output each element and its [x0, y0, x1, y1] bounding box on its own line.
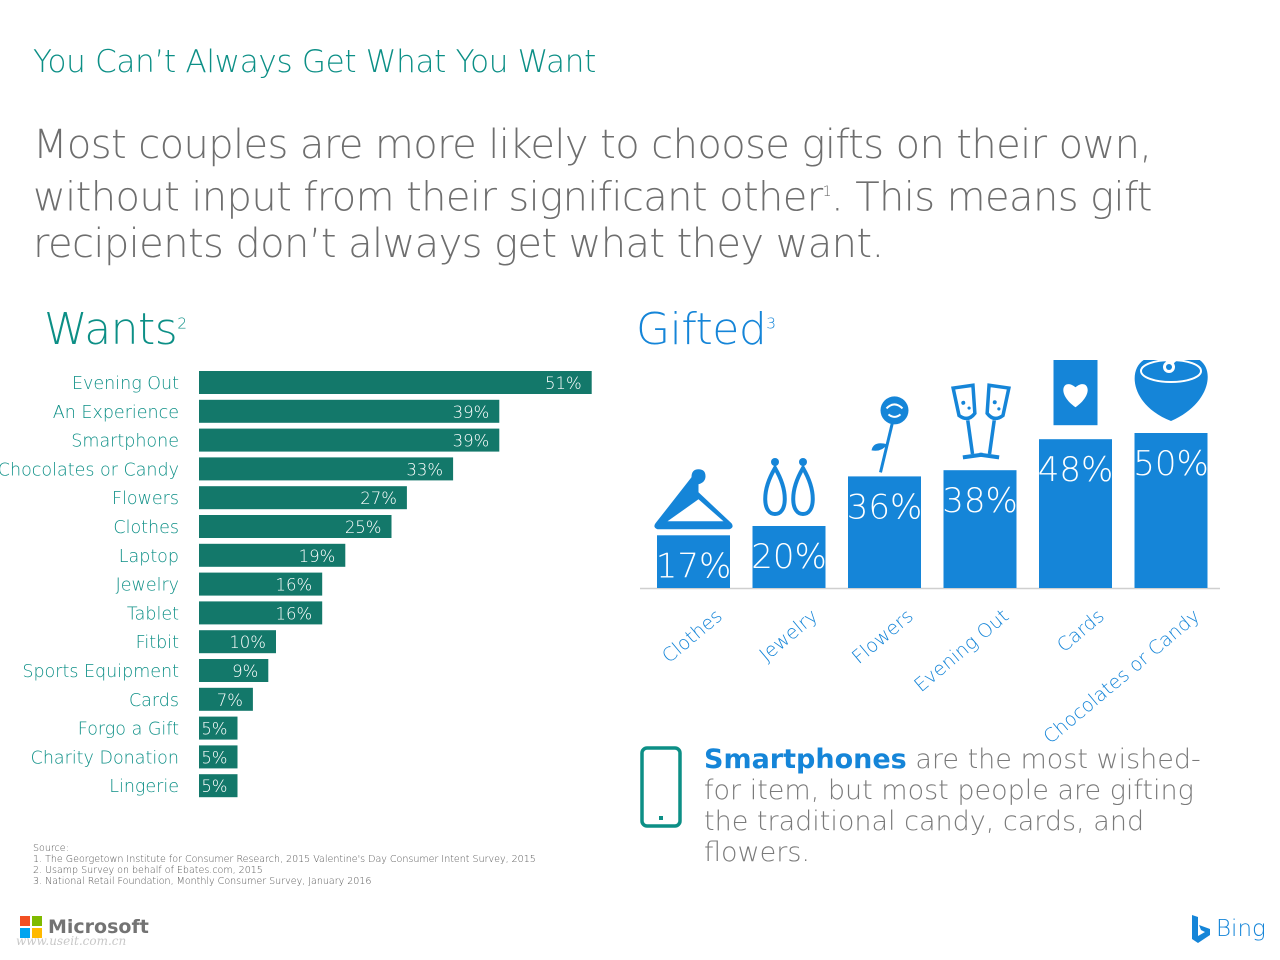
- wants-value-label: 10%: [229, 633, 266, 652]
- wants-category-label: Fitbit: [136, 633, 179, 653]
- callout-bold: Smartphones: [704, 744, 907, 775]
- heart-candy-box-icon: [1134, 360, 1208, 421]
- gifted-bar: [1039, 439, 1112, 588]
- wants-category-label: Charity Donation: [31, 748, 179, 768]
- wants-category-label: Evening Out: [72, 374, 179, 394]
- wants-value-label: 25%: [345, 518, 382, 537]
- wants-title: Wants2: [44, 304, 187, 355]
- wants-category-label: An Experience: [53, 403, 179, 423]
- gifted-title-text: Gifted: [636, 304, 767, 355]
- wants-bar: [199, 687, 253, 711]
- source-line: 2. Usamp Survey on behalf of Ebates.com,…: [33, 865, 263, 876]
- gifted-bar: [848, 476, 921, 588]
- wants-category-label: Lingerie: [109, 777, 179, 797]
- wants-bar: [199, 745, 238, 769]
- headline: Most couples are more likely to choose g…: [33, 122, 1233, 268]
- gifted-category-label: Cards: [1053, 605, 1109, 657]
- wants-bar: [199, 630, 276, 654]
- bing-logo: Bing: [1190, 914, 1266, 944]
- gifted-value-label: 36%: [847, 487, 923, 527]
- greeting-card-icon: [1053, 360, 1098, 426]
- wants-bar: [199, 371, 592, 394]
- source-line: 3. National Retail Foundation, Monthly C…: [33, 876, 372, 887]
- gifted-category-label: Chocolates or Candy: [1039, 605, 1204, 748]
- gifted-bar: [657, 535, 730, 588]
- footnote-ref-2: 2: [177, 314, 187, 333]
- wants-value-label: 16%: [276, 576, 313, 595]
- source-line: 1. The Georgetown Institute for Consumer…: [33, 854, 536, 865]
- wants-bar: [199, 716, 238, 740]
- gifted-bar-chart: 17% Clothes 20% Jewelry 36% Flowers 38% Evening…: [640, 360, 1220, 748]
- wants-value-label: 39%: [453, 403, 490, 422]
- wants-title-text: Wants: [44, 304, 178, 355]
- wants-value-label: 51%: [545, 374, 582, 393]
- wants-value-label: 33%: [406, 460, 443, 479]
- champagne-glasses-icon: [951, 383, 1011, 460]
- gifted-category-label: Flowers: [848, 605, 918, 669]
- wants-bar: [199, 601, 323, 625]
- microsoft-logo: Microsoft: [20, 916, 149, 938]
- wants-value-label: 5%: [201, 720, 227, 739]
- wants-bar-chart: Evening Out 51% An Experience 39% Smartphone…: [0, 371, 592, 798]
- wants-category-label: Cards: [129, 691, 179, 711]
- wants-category-label: Smartphone: [71, 432, 179, 452]
- wants-value-label: 9%: [232, 662, 258, 681]
- wants-bar: [199, 457, 454, 481]
- source-notes: Source: 1. The Georgetown Institute for …: [33, 843, 536, 887]
- headline-text: Most couples are more likely to choose g…: [33, 122, 1152, 221]
- gifted-bar: [943, 470, 1017, 588]
- wants-value-label: 7%: [217, 691, 243, 710]
- footnote-ref-3: 3: [766, 314, 776, 333]
- watermark: www.useit.com.cn: [16, 934, 127, 948]
- gifted-value-label: 50%: [1133, 444, 1209, 484]
- callout-text: Smartphones are the most wished-for item…: [704, 744, 1224, 868]
- wants-value-label: 5%: [201, 748, 227, 767]
- wants-bar: [199, 486, 407, 510]
- earrings-icon: [763, 458, 815, 517]
- hanger-icon: [654, 469, 733, 530]
- wants-category-label: Jewelry: [116, 576, 179, 596]
- microsoft-squares-icon: [20, 916, 42, 938]
- wants-category-label: Flowers: [112, 489, 179, 509]
- gifted-bar: [752, 526, 826, 588]
- wants-bar: [199, 515, 392, 538]
- gifted-category-label: Clothes: [658, 605, 727, 668]
- headline-text-2: . This means gift recipients don’t alway…: [33, 174, 1152, 268]
- wants-value-label: 16%: [276, 604, 313, 623]
- gifted-category-label: Jewelry: [755, 605, 822, 666]
- wants-category-label: Tablet: [127, 604, 179, 624]
- wants-bar: [199, 659, 269, 682]
- bing-wordmark: Bing: [1216, 916, 1266, 942]
- wants-value-label: 19%: [299, 547, 336, 566]
- wants-bar: [199, 428, 500, 452]
- wants-category-label: Chocolates or Candy: [0, 460, 179, 480]
- footnote-ref-1: 1: [822, 184, 832, 200]
- wants-value-label: 5%: [201, 777, 227, 796]
- gifted-value-label: 20%: [751, 537, 827, 577]
- rose-icon: [871, 396, 909, 473]
- wants-category-label: Sports Equipment: [22, 662, 179, 682]
- wants-category-label: Laptop: [119, 547, 179, 567]
- page-kicker: You Can’t Always Get What You Want: [33, 44, 596, 80]
- gifted-value-label: 48%: [1038, 450, 1114, 490]
- gifted-title: Gifted3: [636, 304, 776, 355]
- gifted-value-label: 38%: [942, 481, 1018, 521]
- wants-bar: [199, 572, 323, 596]
- wants-bar: [199, 543, 346, 567]
- wants-category-label: Forgo a Gift: [78, 720, 179, 740]
- gifted-category-label: Evening Out: [910, 605, 1013, 697]
- wants-bar: [199, 399, 500, 423]
- gifted-bar: [1134, 433, 1208, 588]
- microsoft-wordmark: Microsoft: [48, 916, 149, 938]
- wants-category-label: Clothes: [113, 518, 179, 538]
- gifted-value-label: 17%: [656, 546, 732, 586]
- callout-rest: are the most wished-for item, but most p…: [704, 744, 1201, 868]
- smartphone-icon: [640, 746, 682, 828]
- bing-b-icon: [1192, 915, 1210, 943]
- wants-bar: [199, 774, 238, 798]
- wants-value-label: 27%: [360, 489, 397, 508]
- wants-value-label: 39%: [453, 432, 490, 451]
- source-heading: Source:: [33, 843, 69, 854]
